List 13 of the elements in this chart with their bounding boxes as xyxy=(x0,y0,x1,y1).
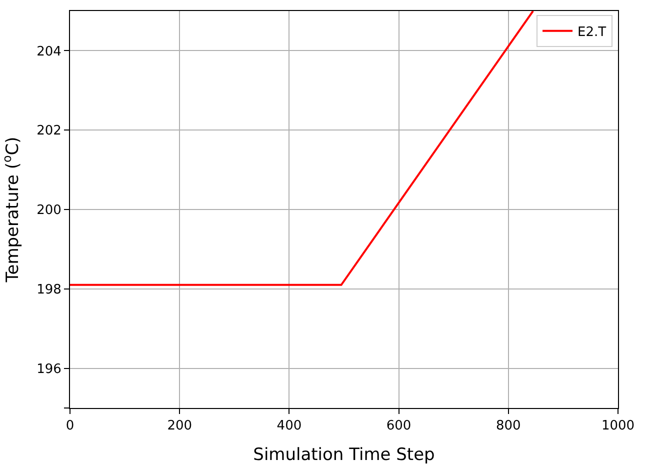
x-tick-label: 600 xyxy=(386,418,412,434)
y-tick-label: 200 xyxy=(36,203,62,218)
y-tick-label: 204 xyxy=(36,44,62,60)
x-tick-label: 800 xyxy=(496,418,521,434)
y-tick-label: 198 xyxy=(36,282,62,298)
x-tick-label: 200 xyxy=(167,418,192,434)
x-axis-title: Simulation Time Step xyxy=(253,445,435,465)
x-tick-label: 400 xyxy=(276,418,302,434)
x-tick-label: 0 xyxy=(66,418,74,434)
x-tick-label: 1000 xyxy=(601,418,635,434)
y-tick-label: 202 xyxy=(36,124,62,139)
legend-label: E2.T xyxy=(578,24,606,40)
y-tick-label: 196 xyxy=(36,362,62,377)
